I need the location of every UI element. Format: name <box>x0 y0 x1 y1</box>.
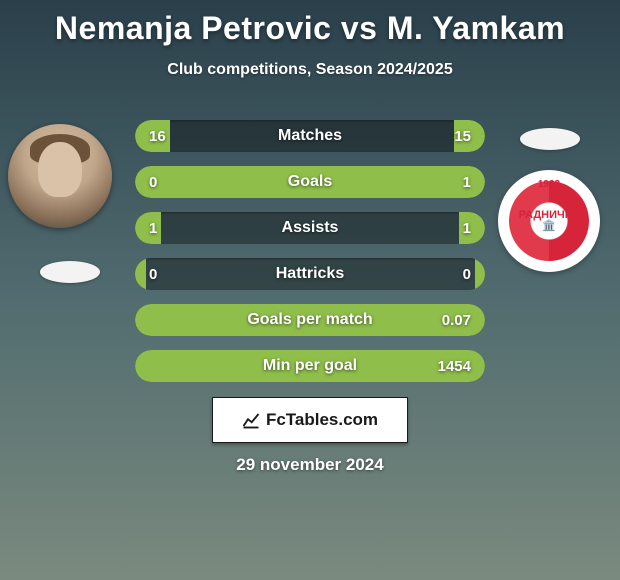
club-crest-icon: 1923 РАДНИЧКИ🏛️ <box>509 181 589 261</box>
stat-label: Goals per match <box>135 304 485 336</box>
stat-row: 1454Min per goal <box>135 350 485 382</box>
branding-text: FcTables.com <box>266 410 378 430</box>
stat-row: 00Hattricks <box>135 258 485 290</box>
player2-club-badge: 1923 РАДНИЧКИ🏛️ <box>498 170 600 272</box>
player2-name: M. Yamkam <box>387 10 565 46</box>
player1-flag <box>40 261 100 283</box>
stat-row: 1615Matches <box>135 120 485 152</box>
subtitle: Club competitions, Season 2024/2025 <box>0 61 620 79</box>
badge-year: 1923 <box>538 179 560 190</box>
player1-name: Nemanja Petrovic <box>55 10 332 46</box>
page-title: Nemanja Petrovic vs M. Yamkam <box>0 0 620 47</box>
chart-icon <box>242 411 260 429</box>
stat-label: Goals <box>135 166 485 198</box>
stat-row: 0.07Goals per match <box>135 304 485 336</box>
stat-label: Assists <box>135 212 485 244</box>
date-text: 29 november 2024 <box>0 455 620 475</box>
castle-icon: РАДНИЧКИ🏛️ <box>519 210 580 232</box>
stat-label: Matches <box>135 120 485 152</box>
stat-label: Min per goal <box>135 350 485 382</box>
player1-avatar <box>8 124 112 228</box>
vs-text: vs <box>341 10 378 46</box>
stat-row: 11Assists <box>135 212 485 244</box>
stat-row: 01Goals <box>135 166 485 198</box>
fctables-branding[interactable]: FcTables.com <box>212 397 408 443</box>
stat-label: Hattricks <box>135 258 485 290</box>
stats-comparison: 1615Matches 01Goals 11Assists 00Hattricks 0.… <box>135 120 485 396</box>
player2-flag <box>520 128 580 150</box>
